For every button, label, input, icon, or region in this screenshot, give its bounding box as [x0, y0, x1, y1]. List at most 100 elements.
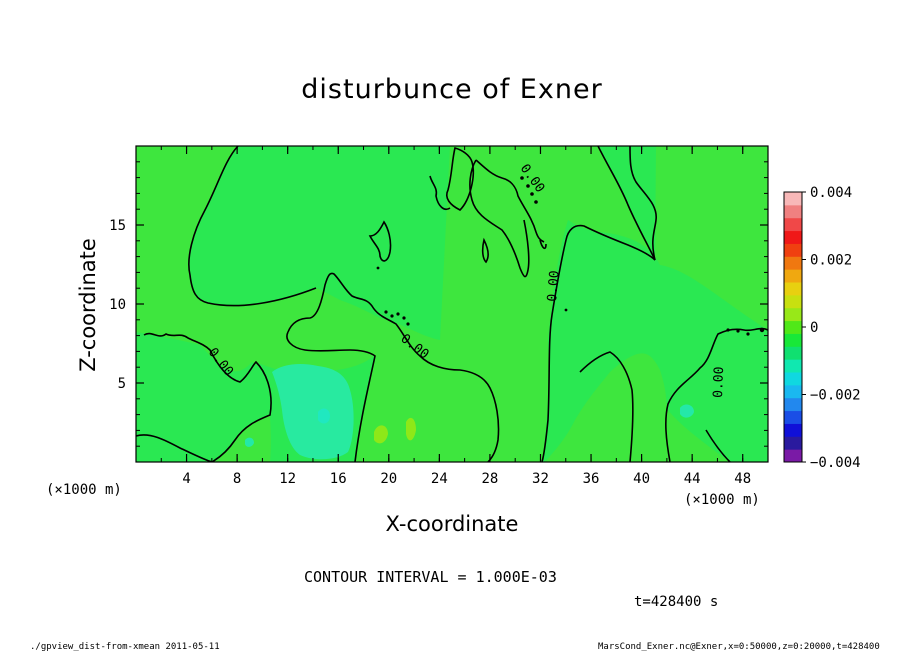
contour-line-2: [143, 332, 272, 462]
x-tick-label: 32: [532, 471, 549, 487]
footer-left-text: ./gpview_dist-from-xmean 2011-05-11: [30, 642, 220, 652]
contour-line-5: [286, 331, 376, 462]
x-tick-label: 20: [380, 471, 397, 487]
colorbar-segment: [784, 333, 802, 347]
colorbar-segment: [784, 449, 802, 463]
contour-dot: [406, 322, 410, 326]
field-region-upper-left: [136, 146, 450, 340]
field-region-negative-spot-3: [245, 437, 254, 447]
contour-line-17: [539, 239, 547, 250]
contour-line-14: [368, 220, 392, 262]
colorbar-segment: [784, 256, 802, 270]
time-label: t=428400 s: [634, 594, 719, 610]
colorbar-segment: [784, 217, 802, 232]
x-tick-label: 24: [431, 471, 448, 487]
field-region-negative-spot-1: [318, 408, 330, 424]
field-region-right: [542, 220, 768, 462]
contour-dots: [376, 176, 765, 336]
x-axis-label: X-coordinate: [385, 512, 519, 536]
contour-line-1: [188, 146, 317, 307]
x-tick-label: 28: [481, 471, 498, 487]
contour-line-7: [475, 159, 545, 243]
colorbar-tick-label: 0.004: [810, 185, 852, 201]
colorbar-segment: [784, 204, 802, 219]
field-layer: [136, 146, 768, 462]
colorbar-segment: [784, 372, 802, 386]
colorbar-segment: [784, 269, 802, 283]
y-tick-label: 15: [109, 218, 126, 234]
field-region-negative-spot-2: [680, 404, 694, 418]
contour-dot: [396, 312, 400, 316]
y-tick-label: 5: [118, 376, 126, 392]
contour-dot: [534, 200, 538, 204]
contour-line-4: [287, 272, 500, 462]
x-tick-label: 36: [583, 471, 600, 487]
colorbar-tick-label: 0.002: [810, 253, 852, 269]
contour-dot: [736, 329, 740, 333]
colorbar-segment: [784, 410, 802, 424]
colorbar-segment: [784, 346, 802, 360]
x-tick-label: 48: [734, 471, 751, 487]
contour-dot: [402, 316, 406, 320]
field-region-left-mid: [136, 332, 271, 462]
x-tick-label: 8: [233, 471, 241, 487]
colorbar-segment: [784, 359, 802, 373]
contour-dot: [376, 266, 380, 270]
contour-line-12: [705, 429, 731, 462]
contour-dot: [759, 327, 765, 333]
colorbar-segment: [784, 243, 802, 257]
colorbar-segment: [784, 230, 802, 244]
x-tick-label: 16: [330, 471, 347, 487]
field-region-positive-bump-1: [374, 425, 388, 444]
field-region-upper-mid: [470, 146, 656, 260]
colorbar-segment: [784, 294, 802, 309]
x-tick-label: 44: [684, 471, 701, 487]
colorbar-segment: [784, 320, 802, 334]
colorbar-tick-label: −0.004: [810, 455, 861, 471]
contour-dot: [526, 184, 530, 188]
contour-label: 0.00: [711, 366, 727, 398]
x-unit-label-left: (×1000 m): [46, 482, 122, 498]
y-axis-label: Z-coordinate: [76, 238, 100, 372]
contour-interval-text: CONTOUR INTERVAL = 1.000E-03: [304, 568, 557, 586]
x-unit-label-right: (×1000 m): [684, 492, 760, 508]
contour-dot: [520, 176, 524, 180]
contour-line-16: [481, 237, 489, 264]
footer-right-text: MarsCond_Exner.nc@Exner,x=0:50000,z=0:20…: [598, 642, 880, 652]
contour-line-6: [445, 147, 475, 211]
contour-line-8: [469, 159, 530, 278]
contour-dot: [530, 192, 534, 196]
x-tick-label: 40: [633, 471, 650, 487]
contour-layer: [136, 146, 768, 462]
x-tick-label: 4: [182, 471, 190, 487]
contour-line-10: [629, 146, 657, 261]
field-region-negative-blob: [272, 364, 354, 460]
x-tick-label: 12: [279, 471, 296, 487]
contour-label: 0.00: [545, 270, 563, 303]
contour-line-15: [429, 175, 451, 211]
y-tick-label: 10: [109, 297, 126, 313]
chart-title: disturbunce of Exner: [301, 74, 603, 105]
colorbar-segment: [784, 436, 802, 450]
colorbar: 0.004 0.002 0 −0.002 −0.004: [783, 185, 861, 471]
colorbar-segment: [784, 282, 802, 296]
colorbar-segment: [784, 307, 802, 322]
field-region-positive-bump-2: [406, 417, 416, 441]
contour-dot: [390, 314, 394, 318]
contour-line-11: [665, 327, 768, 462]
contour-line-9: [541, 146, 656, 462]
contour-dot: [384, 310, 388, 314]
contour-dot: [564, 308, 568, 312]
colorbar-tick-label: −0.002: [810, 388, 861, 404]
contour-line-3: [136, 434, 213, 462]
contour-dot: [746, 332, 750, 336]
colorbar-tick-label: 0: [810, 320, 818, 336]
colorbar-segment: [784, 192, 802, 206]
colorbar-segment: [784, 384, 802, 399]
colorbar-segment: [784, 423, 802, 437]
contour-dot: [726, 328, 730, 332]
colorbar-segment: [784, 397, 802, 412]
contour-line-13: [579, 351, 634, 462]
